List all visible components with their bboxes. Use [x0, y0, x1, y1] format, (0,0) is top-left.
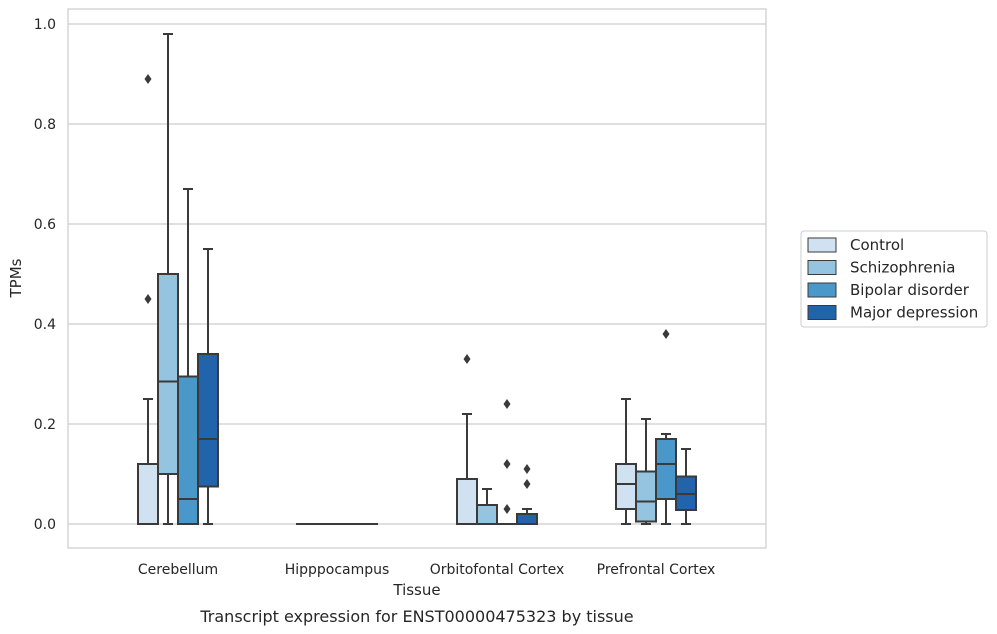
- y-tick-label: 0.0: [34, 517, 56, 533]
- y-tick-label: 0.2: [34, 417, 56, 433]
- box: [516, 464, 538, 525]
- legend: Control Schizophrenia Bipolar disorder Majo…: [800, 230, 988, 328]
- y-axis-ticks: 0.0 0.2 0.4 0.6 0.8 1.0: [34, 17, 56, 533]
- box: [496, 399, 518, 526]
- series-schizophrenia: [157, 33, 657, 526]
- x-tick-label: Hipppocampus: [285, 562, 390, 578]
- box-body: [615, 463, 637, 510]
- y-tick-label: 0.4: [34, 317, 56, 333]
- legend-swatch: [807, 260, 837, 275]
- series-bipolar-disorder: [177, 188, 677, 526]
- x-axis-label: Tissue: [392, 581, 440, 599]
- legend-item: Bipolar disorder: [807, 281, 970, 299]
- y-axis-label: TPMs: [7, 258, 25, 298]
- chart-caption: Transcript expression for ENST0000047532…: [199, 607, 633, 626]
- legend-item: Major depression: [807, 304, 978, 322]
- box: [675, 448, 697, 525]
- box-body: [655, 438, 677, 500]
- outlier-point: [503, 399, 511, 409]
- legend-label: Control: [850, 236, 904, 254]
- outlier-point: [503, 459, 511, 469]
- series-control: [137, 74, 637, 526]
- box: [137, 74, 159, 525]
- outlier-point: [523, 464, 531, 474]
- box: [635, 418, 657, 525]
- legend-frame: [800, 230, 988, 328]
- legend-swatch: [807, 282, 837, 298]
- box-body: [197, 353, 219, 488]
- box-body: [456, 478, 478, 525]
- box: [177, 188, 199, 525]
- box-body: [635, 470, 657, 523]
- y-tick-label: 1.0: [34, 17, 56, 33]
- legend-swatch: [807, 237, 837, 253]
- box: [655, 329, 677, 525]
- x-tick-label: Prefrontal Cortex: [597, 562, 716, 578]
- y-tick-label: 0.6: [34, 217, 56, 233]
- legend-label: Schizophrenia: [850, 259, 955, 277]
- outlier-point: [503, 504, 511, 514]
- legend-label: Major depression: [850, 304, 978, 322]
- outlier-point: [662, 329, 670, 339]
- outlier-point: [144, 74, 152, 84]
- boxes: [137, 33, 697, 526]
- box-body: [157, 273, 179, 475]
- series-major-depression: [197, 248, 697, 526]
- box: [157, 33, 179, 525]
- plot-frame: [67, 8, 767, 549]
- box: [456, 354, 478, 525]
- box: [615, 398, 637, 525]
- outlier-point: [463, 354, 471, 364]
- x-axis-ticks: Cerebellum Hipppocampus Orbitofontal Corte…: [138, 562, 715, 578]
- box: [197, 248, 219, 525]
- box-body: [137, 463, 159, 525]
- box-body: [516, 513, 538, 525]
- outlier-point: [523, 479, 531, 489]
- legend-label: Bipolar disorder: [850, 281, 970, 299]
- legend-item: Control: [807, 236, 904, 254]
- x-tick-label: Cerebellum: [138, 562, 218, 578]
- y-tick-label: 0.8: [34, 117, 56, 133]
- x-tick-label: Orbitofontal Cortex: [430, 562, 565, 578]
- legend-item: Schizophrenia: [807, 259, 955, 277]
- outlier-point: [144, 294, 152, 304]
- box-body: [476, 504, 498, 525]
- legend-swatch: [807, 305, 837, 320]
- box-body: [177, 375, 199, 525]
- box: [476, 488, 498, 525]
